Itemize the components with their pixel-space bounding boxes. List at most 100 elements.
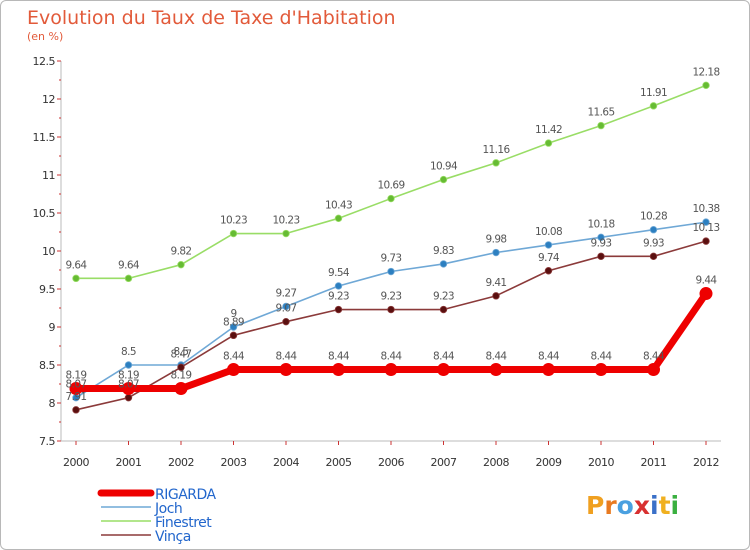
- data-label: 8.07: [66, 379, 87, 391]
- data-point: [384, 363, 398, 377]
- data-point: [72, 406, 80, 414]
- y-tick-label: 11: [42, 169, 55, 182]
- x-tick-label: 2009: [536, 456, 562, 469]
- x-tick-label: 2002: [168, 456, 194, 469]
- data-label: 8.19: [171, 370, 192, 382]
- data-point: [334, 282, 343, 290]
- data-point: [174, 382, 188, 396]
- y-tick-label: 12.5: [33, 55, 56, 68]
- logo-letter: x: [633, 491, 650, 520]
- data-label: 9.73: [381, 253, 402, 265]
- y-tick-label: 9: [49, 321, 56, 334]
- x-tick-label: 2006: [378, 456, 404, 469]
- data-point: [699, 287, 713, 301]
- data-label: 9.74: [538, 252, 560, 264]
- data-point: [492, 292, 500, 300]
- data-label: 8.07: [118, 379, 139, 391]
- y-tick-label: 9.5: [39, 283, 55, 296]
- logo-letter: P: [586, 491, 605, 520]
- data-point: [597, 252, 605, 261]
- data-label: 9.41: [486, 277, 507, 289]
- data-point: [544, 139, 553, 147]
- data-point: [439, 175, 448, 184]
- x-tick-label: 2008: [483, 456, 509, 469]
- data-point: [649, 252, 658, 261]
- data-point: [332, 363, 345, 377]
- data-point: [229, 229, 238, 238]
- y-tick-label: 7.5: [39, 435, 55, 448]
- data-label: 9.23: [433, 291, 454, 303]
- data-point: [282, 229, 290, 238]
- data-point: [177, 260, 185, 269]
- chart-subtitle: (en %): [27, 30, 64, 43]
- data-point: [647, 363, 660, 377]
- data-label: 12.18: [692, 66, 719, 78]
- data-label: 9.93: [643, 237, 664, 249]
- data-point: [544, 267, 553, 275]
- data-label: 8.5: [174, 346, 189, 358]
- data-point: [649, 226, 658, 234]
- x-tick-label: 2007: [431, 456, 457, 469]
- data-label: 8.44: [643, 351, 665, 363]
- data-label: 9.07: [276, 303, 297, 315]
- y-tick-label: 10: [42, 245, 55, 258]
- data-point: [124, 274, 133, 283]
- data-label: 10.94: [430, 161, 458, 173]
- x-tick-label: 2001: [116, 456, 142, 469]
- proxiti-logo: Proxiti: [586, 491, 679, 520]
- data-point: [334, 214, 343, 223]
- data-point: [702, 81, 710, 90]
- data-point: [702, 218, 710, 226]
- data-label: 10.28: [640, 211, 667, 223]
- data-label: 9.64: [66, 259, 88, 271]
- legend-label: Vinça: [155, 529, 191, 545]
- data-label: 9.93: [591, 237, 612, 249]
- data-point: [387, 267, 395, 276]
- data-point: [227, 363, 240, 377]
- data-label: 10.13: [692, 222, 719, 234]
- data-label: 8.19: [118, 370, 139, 382]
- x-tick-label: 2003: [221, 456, 247, 469]
- data-label: 9.54: [328, 267, 350, 279]
- data-point: [282, 302, 290, 311]
- data-point: [72, 274, 80, 283]
- data-label: 7.91: [66, 391, 87, 403]
- x-tick-label: 2004: [273, 456, 299, 469]
- data-label: 8.44: [381, 351, 403, 363]
- data-point: [542, 363, 555, 377]
- data-point: [177, 363, 185, 371]
- y-tick-label: 11.5: [33, 131, 56, 144]
- data-label: 10.23: [272, 215, 299, 227]
- data-point: [492, 248, 500, 257]
- x-tick-label: 2012: [693, 456, 719, 469]
- data-label: 9.44: [696, 275, 718, 287]
- data-point: [124, 393, 133, 402]
- data-label: 9: [230, 308, 236, 320]
- y-tick-label: 12: [42, 93, 55, 106]
- data-label: 8.44: [538, 351, 560, 363]
- data-point: [122, 382, 135, 396]
- data-point: [282, 317, 290, 326]
- data-point: [649, 102, 658, 110]
- x-tick-label: 2000: [63, 456, 89, 469]
- x-tick-label: 2011: [641, 456, 667, 469]
- x-tick-label: 2005: [326, 456, 352, 469]
- series-line: [75, 240, 707, 411]
- data-label: 8.44: [276, 351, 298, 363]
- data-label: 8.44: [223, 351, 245, 363]
- data-point: [597, 233, 605, 242]
- data-point: [489, 363, 503, 377]
- data-label: 10.38: [692, 203, 719, 215]
- logo-letter: i: [670, 491, 680, 520]
- logo-letter: r: [604, 491, 617, 520]
- data-point: [387, 194, 395, 203]
- data-label: 9.23: [381, 291, 402, 303]
- data-label: 8.44: [486, 351, 508, 363]
- y-tick-label: 8: [49, 397, 56, 410]
- data-label: 8.44: [433, 351, 455, 363]
- data-label: 8.89: [223, 316, 244, 328]
- data-point: [279, 363, 293, 377]
- logo-letter: o: [616, 491, 634, 520]
- data-point: [492, 159, 500, 167]
- legend-label: Joch: [154, 501, 182, 517]
